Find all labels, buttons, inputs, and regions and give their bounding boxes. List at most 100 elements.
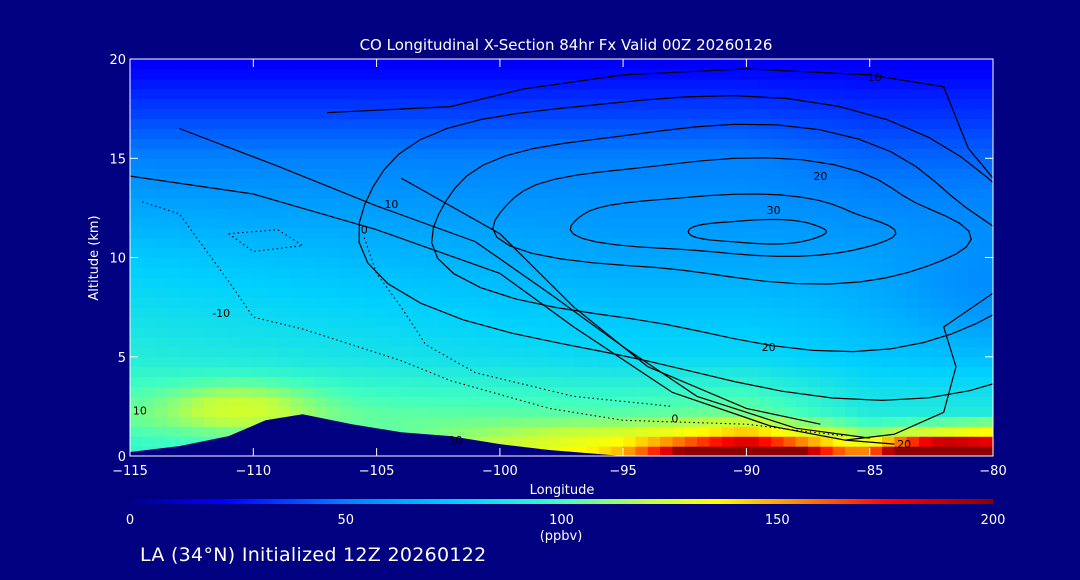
heat-cell <box>598 79 611 90</box>
heat-cell <box>981 287 994 298</box>
heat-cell <box>130 218 143 229</box>
heat-cell <box>894 357 907 368</box>
heat-cell <box>167 426 180 437</box>
heat-cell <box>870 148 883 159</box>
heat-cell <box>155 128 168 139</box>
heat-cell <box>623 109 636 120</box>
heat-cell <box>377 99 390 110</box>
heat-cell <box>229 337 242 348</box>
heat-cell <box>796 327 809 338</box>
heat-cell <box>968 99 981 110</box>
heat-cell <box>229 267 242 278</box>
heat-cell <box>278 387 291 398</box>
heat-cell <box>512 287 525 298</box>
heat-cell <box>155 277 168 288</box>
heat-cell <box>549 119 562 130</box>
heat-cell <box>253 99 266 110</box>
heat-cell <box>734 138 747 149</box>
heat-cell <box>290 79 303 90</box>
heat-cell <box>377 377 390 388</box>
heat-cell <box>426 357 439 368</box>
heat-cell <box>414 347 427 358</box>
heat-cell <box>894 168 907 179</box>
heat-cell <box>179 307 192 318</box>
heat-cell <box>414 208 427 219</box>
heat-cell <box>783 59 796 70</box>
heat-cell <box>746 446 759 457</box>
heat-cell <box>192 109 205 120</box>
heat-cell <box>685 238 698 249</box>
heat-cell <box>278 396 291 407</box>
heat-cell <box>783 287 796 298</box>
heat-cell <box>931 287 944 298</box>
heat-cell <box>549 128 562 139</box>
heat-cell <box>598 158 611 169</box>
heat-cell <box>648 128 661 139</box>
heat-cell <box>389 168 402 179</box>
heat-cell <box>525 426 538 437</box>
heat-cell <box>192 377 205 388</box>
heat-cell <box>488 188 501 199</box>
heat-cell <box>278 79 291 90</box>
heat-cell <box>216 89 229 100</box>
heat-cell <box>722 416 735 427</box>
heat-cell <box>857 198 870 209</box>
heat-cell <box>907 79 920 90</box>
heat-cell <box>635 327 648 338</box>
heat-cell <box>623 228 636 239</box>
heat-cell <box>598 317 611 328</box>
heat-cell <box>192 228 205 239</box>
heat-cell <box>845 228 858 239</box>
heat-cell <box>340 406 353 417</box>
heat-cell <box>475 198 488 209</box>
heat-cell <box>290 69 303 80</box>
heat-cell <box>685 406 698 417</box>
heat-cell <box>426 59 439 70</box>
heat-cell <box>327 198 340 209</box>
heat-cell <box>278 168 291 179</box>
heat-cell <box>266 59 279 70</box>
heat-cell <box>672 69 685 80</box>
heat-cell <box>722 99 735 110</box>
heat-cell <box>746 267 759 278</box>
heat-cell <box>709 416 722 427</box>
heat-cell <box>734 79 747 90</box>
heat-cell <box>759 297 772 308</box>
heat-cell <box>796 148 809 159</box>
heat-cell <box>611 138 624 149</box>
heat-cell <box>130 436 143 447</box>
heat-cell <box>142 109 155 120</box>
heat-cell <box>512 307 525 318</box>
heat-cell <box>611 228 624 239</box>
heat-cell <box>562 59 575 70</box>
heat-cell <box>266 248 279 259</box>
heat-cell <box>303 69 316 80</box>
heat-cell <box>833 59 846 70</box>
x-tick-label: −100 <box>482 464 518 479</box>
heat-cell <box>438 148 451 159</box>
heat-cell <box>894 248 907 259</box>
heat-cell <box>562 188 575 199</box>
heat-cell <box>574 416 587 427</box>
heat-cell <box>648 109 661 120</box>
heat-cell <box>574 267 587 278</box>
heat-cell <box>315 109 328 120</box>
heat-cell <box>771 258 784 269</box>
heat-cell <box>340 367 353 378</box>
heat-cell <box>635 218 648 229</box>
heat-cell <box>167 297 180 308</box>
heat-cell <box>820 406 833 417</box>
heat-cell <box>734 297 747 308</box>
heat-cell <box>586 287 599 298</box>
heat-cell <box>463 297 476 308</box>
heat-cell <box>845 396 858 407</box>
heat-cell <box>660 258 673 269</box>
heat-cell <box>278 287 291 298</box>
heat-cell <box>586 357 599 368</box>
heat-cell <box>808 59 821 70</box>
heat-cell <box>512 99 525 110</box>
heat-cell <box>463 79 476 90</box>
heat-cell <box>796 446 809 457</box>
heat-cell <box>562 79 575 90</box>
heat-cell <box>820 377 833 388</box>
